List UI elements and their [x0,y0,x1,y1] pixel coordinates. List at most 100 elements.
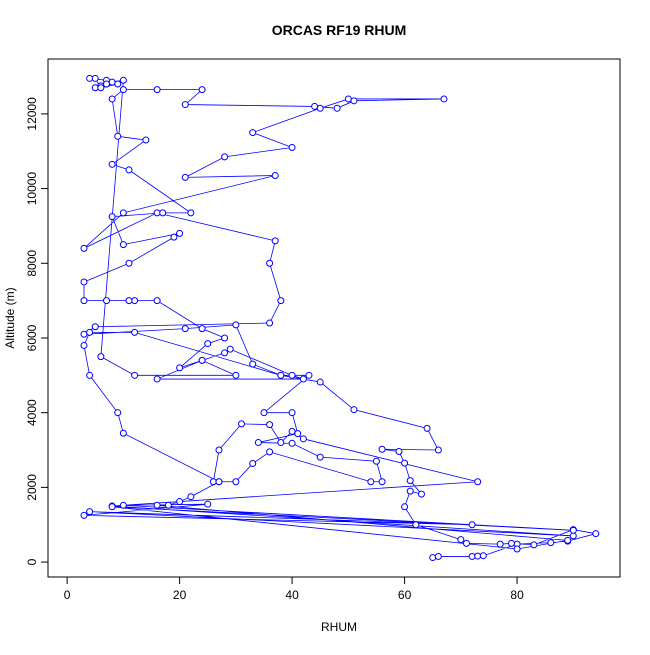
data-point [86,508,94,516]
data-point [547,539,555,547]
data-point [254,439,262,447]
data-point [86,371,94,379]
data-point [406,487,414,495]
data-point [423,424,431,432]
data-point [80,244,88,252]
data-point [232,371,240,379]
chart-title: ORCAS RF19 RHUM [272,22,407,38]
data-line [82,78,596,558]
data-point [119,76,127,84]
data-point [176,364,184,372]
data-point [119,429,127,437]
y-tick-label: 4000 [25,399,39,426]
data-point [406,477,414,485]
data-point [372,457,380,465]
data-point [198,325,206,333]
data-point [288,427,296,435]
data-point [288,439,296,447]
data-point [108,78,116,86]
data-point [80,341,88,349]
data-point [97,84,105,92]
x-tick-label: 20 [173,588,187,602]
y-tick-label: 6000 [25,324,39,351]
data-point [198,86,206,94]
data-point [102,297,110,305]
data-point [114,409,122,417]
data-point [417,490,425,498]
data-point [288,409,296,417]
data-point [305,371,313,379]
data-point [221,334,229,342]
data-point [288,371,296,379]
data-point [507,539,515,547]
data-point [221,349,229,357]
data-point [237,420,245,428]
y-tick-label: 8000 [25,250,39,277]
data-point [125,297,133,305]
x-tick-label: 40 [285,588,299,602]
data-point [119,501,127,509]
data-point [277,371,285,379]
data-point [299,375,307,383]
x-tick-label: 80 [510,588,524,602]
data-point [474,552,482,560]
data-point [569,526,577,534]
data-point [316,453,324,461]
data-point [462,539,470,547]
data-point [277,439,285,447]
data-point [114,80,122,88]
data-point [226,345,234,353]
data-point [266,421,274,429]
data-point [316,378,324,386]
data-point [215,478,223,486]
data-point [350,97,358,105]
data-point [440,95,448,103]
data-point [271,237,279,245]
data-point [91,84,99,92]
data-point [468,521,476,529]
data-point [97,353,105,361]
data-point [395,448,403,456]
data-point [569,532,577,540]
data-point [209,478,217,486]
data-point [249,459,257,467]
data-point [108,95,116,103]
data-point [271,172,279,180]
data-point [249,360,257,368]
data-point [181,101,189,109]
data-point [266,259,274,267]
data-point [198,356,206,364]
data-point [119,241,127,249]
data-point [513,545,521,553]
data-point [260,409,268,417]
data-point [114,132,122,140]
data-point [434,552,442,560]
data-point [153,209,161,217]
data-point [204,340,212,348]
data-point [131,297,139,305]
data-point [108,213,116,221]
data-point [350,406,358,414]
data-point [125,259,133,267]
data-point [294,430,302,438]
data-point [412,521,420,529]
y-tick-label: 10000 [25,172,39,206]
data-point [176,498,184,506]
data-point [288,144,296,152]
data-point [142,136,150,144]
x-axis-label: RHUM [321,620,357,634]
data-point [80,297,88,305]
data-point [232,321,240,329]
data-point [266,319,274,327]
data-point [215,446,223,454]
data-point [530,541,538,549]
data-point [131,328,139,336]
data-point [80,278,88,286]
plot-box [47,58,621,578]
data-point [181,325,189,333]
data-point [299,435,307,443]
data-point [153,375,161,383]
y-tick-label: 12000 [25,97,39,131]
data-point [125,166,133,174]
data-point [311,102,319,110]
